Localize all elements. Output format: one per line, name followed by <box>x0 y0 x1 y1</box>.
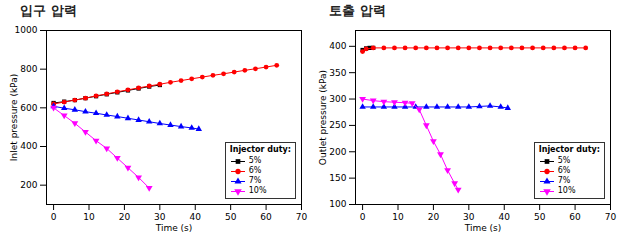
svg-text:0: 0 <box>360 212 366 222</box>
html-text:10%: 10% <box>248 186 267 195</box>
svg-text:Time (s): Time (s) <box>464 223 502 233</box>
svg-text:20: 20 <box>119 212 131 222</box>
html-text:7%: 7% <box>248 176 262 185</box>
svg-text:Inlet pressure (kPa): Inlet pressure (kPa) <box>9 74 19 161</box>
svg-text:1000: 1000 <box>15 25 38 35</box>
svg-text:150: 150 <box>329 173 346 183</box>
html-text:6%: 6% <box>557 166 571 175</box>
svg-text:30: 30 <box>463 212 475 222</box>
svg-text:100: 100 <box>329 199 346 209</box>
svg-text:50: 50 <box>534 212 546 222</box>
svg-text:0: 0 <box>51 212 57 222</box>
html-text:Injector duty:: Injector duty: <box>229 145 291 154</box>
html-text:Injector duty:: Injector duty: <box>538 145 600 154</box>
svg-text:200: 200 <box>329 147 346 157</box>
svg-text:10: 10 <box>83 212 95 222</box>
svg-text:400: 400 <box>329 41 346 51</box>
svg-text:40: 40 <box>499 212 511 222</box>
svg-text:10: 10 <box>392 212 404 222</box>
svg-text:400: 400 <box>20 141 37 151</box>
html-text:5%: 5% <box>557 156 571 165</box>
html-text:7%: 7% <box>557 176 571 185</box>
svg-text:60: 60 <box>569 212 581 222</box>
svg-text:300: 300 <box>329 94 346 104</box>
svg-text:200: 200 <box>20 180 37 190</box>
svg-text:350: 350 <box>329 68 346 78</box>
svg-text:800: 800 <box>20 64 37 74</box>
svg-text:70: 70 <box>296 212 308 222</box>
svg-text:40: 40 <box>190 212 202 222</box>
html-text:5%: 5% <box>248 156 262 165</box>
svg-text:600: 600 <box>20 103 37 113</box>
html-text:입구 압력: 입구 압력 <box>20 3 77 18</box>
html-text:토출 압력: 토출 압력 <box>329 3 386 18</box>
svg-text:250: 250 <box>329 120 346 130</box>
html-text:6%: 6% <box>248 166 262 175</box>
svg-text:Time (s): Time (s) <box>155 223 193 233</box>
svg-text:70: 70 <box>605 212 617 222</box>
svg-text:50: 50 <box>225 212 237 222</box>
html-text:10%: 10% <box>557 186 576 195</box>
svg-text:20: 20 <box>428 212 440 222</box>
svg-text:Outlet pressure (kPa): Outlet pressure (kPa) <box>318 70 328 165</box>
svg-text:30: 30 <box>154 212 166 222</box>
svg-text:60: 60 <box>260 212 272 222</box>
